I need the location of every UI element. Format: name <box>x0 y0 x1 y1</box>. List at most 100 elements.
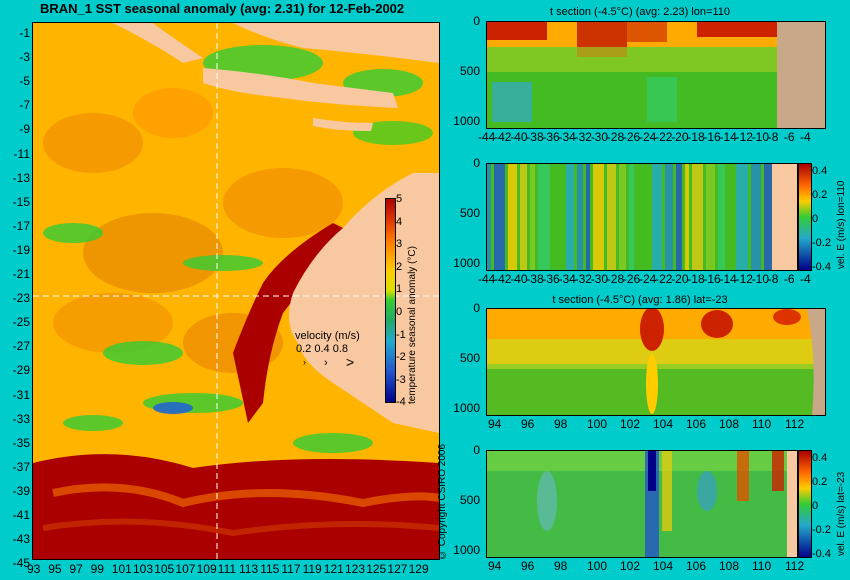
tick-label: -3 <box>19 50 30 65</box>
tick-label: -36 <box>542 272 560 286</box>
tick-label: -1 <box>19 26 30 40</box>
tick-label: 100 <box>587 417 608 431</box>
velocity-stripe <box>593 164 604 270</box>
tick-label: 500 <box>459 351 480 365</box>
velocity-stripe <box>629 164 634 270</box>
velocity-stripe <box>676 164 682 270</box>
tick-label: 0.2 <box>812 476 828 488</box>
tick-label: 102 <box>620 559 641 573</box>
velocity-stripe <box>718 164 725 270</box>
tick-label: 119 <box>302 562 322 576</box>
tick-label: 97 <box>69 562 83 576</box>
tick-label: -35 <box>12 435 30 450</box>
tick-label: 110 <box>752 559 772 573</box>
tick-label: 104 <box>653 417 674 431</box>
tick-label: 104 <box>653 559 674 573</box>
panel4-field <box>487 451 797 557</box>
velocity-stripe <box>736 164 748 270</box>
tick-label: 96 <box>521 417 535 431</box>
tick-label: 95 <box>48 562 62 576</box>
tick-label: -20 <box>671 130 689 144</box>
velocity-stripe <box>566 164 574 270</box>
velocity-stripe <box>577 164 583 270</box>
tick-label: -4 <box>800 272 811 286</box>
tick-label: -38 <box>526 272 544 286</box>
panel1-title: t section (-4.5°C) (avg: 2.23) lon=110 <box>550 6 730 18</box>
velocity-key-title: velocity (m/s) <box>295 330 360 342</box>
panel2-field <box>487 164 797 270</box>
velocity-key-values: 0.2 0.4 0.8 <box>296 343 348 355</box>
velocity-stripe <box>764 164 772 270</box>
tick-label: 121 <box>323 562 344 576</box>
tick-label: -30 <box>590 130 609 144</box>
tick-label: 0.2 <box>812 189 828 201</box>
tick-label: -12 <box>735 130 753 144</box>
tick-label: 0 <box>396 306 403 318</box>
tick-label: 105 <box>154 562 175 576</box>
tick-label: -18 <box>687 272 705 286</box>
tick-label: -22 <box>655 130 673 144</box>
tick-label: -9 <box>19 122 30 137</box>
tick-label: -26 <box>622 130 641 144</box>
panel1-plot[interactable] <box>486 21 826 129</box>
tick-label: 96 <box>521 559 535 573</box>
velocity-stripe <box>607 164 616 270</box>
tick-label: -3 <box>396 373 406 386</box>
tick-label: -31 <box>12 387 30 402</box>
panel3-title: t section (-4.5°C) (avg: 1.86) lat=-23 <box>552 294 728 306</box>
tick-label: 0 <box>812 500 819 512</box>
tick-label: 0 <box>473 156 480 170</box>
panel2-plot[interactable] <box>486 163 798 271</box>
tick-label: -0.4 <box>812 261 831 273</box>
tick-label: 0 <box>473 443 480 457</box>
tick-label: -12 <box>735 272 753 286</box>
tick-label: 0 <box>812 213 819 225</box>
velocity-stripe <box>652 164 662 270</box>
tick-label: 117 <box>281 562 301 576</box>
tick-label: -42 <box>494 130 512 144</box>
velocity-key-arrows: › › > <box>303 355 354 369</box>
tick-label: -6 <box>783 130 795 144</box>
tick-label: -21 <box>12 267 30 281</box>
velocity-stripe <box>637 164 649 270</box>
tick-label: 125 <box>366 562 387 576</box>
svg-text:>: > <box>346 355 354 369</box>
panel2-colorbar-label: vel. E (m/s) lon=110 <box>836 180 847 269</box>
tick-label: -8 <box>767 272 779 286</box>
tick-label: -32 <box>574 130 592 144</box>
svg-text:›: › <box>303 357 306 367</box>
sst-anomaly-map[interactable] <box>32 22 440 560</box>
map-field <box>33 23 439 559</box>
tick-label: 103 <box>133 562 154 576</box>
tick-label: -15 <box>12 194 30 209</box>
tick-label: -44 <box>478 130 496 144</box>
velocity-stripe <box>586 164 590 270</box>
panel4-colorbar-label: vel. E (m/s) lat=-23 <box>836 471 847 556</box>
tick-label: -43 <box>12 532 30 547</box>
tick-label: 106 <box>686 417 707 431</box>
map-colorbar <box>385 198 396 403</box>
tick-label: 112 <box>785 417 805 431</box>
panel3-plot[interactable] <box>486 308 826 416</box>
tick-label: 123 <box>345 562 366 576</box>
panel1-field <box>487 22 825 128</box>
panel4-plot[interactable] <box>486 450 798 558</box>
svg-text:›: › <box>324 357 328 369</box>
tick-label: -30 <box>590 272 609 286</box>
tick-label: 111 <box>217 562 237 576</box>
map-colorbar-label: temperature seasonal anomaly (°C) <box>407 246 418 404</box>
tick-label: -40 <box>510 130 528 144</box>
tick-label: 500 <box>459 64 480 78</box>
tick-label: -17 <box>12 218 30 233</box>
tick-label: -44 <box>478 272 496 286</box>
tick-label: -16 <box>703 272 721 286</box>
tick-label: -14 <box>719 130 737 144</box>
tick-label: -32 <box>574 272 592 286</box>
tick-label: -6 <box>783 272 795 286</box>
tick-label: 106 <box>686 559 707 573</box>
tick-label: -24 <box>639 130 657 144</box>
tick-label: -7 <box>19 98 30 113</box>
tick-label: -29 <box>12 363 30 378</box>
velocity-stripe <box>538 164 550 270</box>
tick-label: -10 <box>751 272 770 286</box>
